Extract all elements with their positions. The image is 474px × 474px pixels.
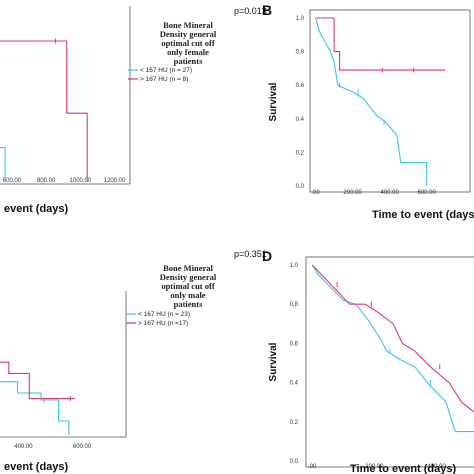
legend-entry: > 167 HU (n = 8): [140, 76, 188, 83]
x-tick-label: 200.00: [365, 464, 384, 470]
panel-a: 600.00 800.00 1000.00 1200.00 event (days) p=…: [0, 6, 267, 215]
x-tick-label: 400.00: [427, 464, 446, 470]
y-tick-label: 1.0: [296, 16, 305, 22]
x-tick-label: 600.00: [73, 444, 92, 450]
legend-title-line: Bone Mineral: [163, 20, 213, 30]
panel-d: .00 200.00 400.00 0.0 0.2 0.4 0.6 0.8 1.0 Time to…: [262, 248, 474, 474]
legend-entry: < 167 HU (n = 23): [138, 311, 190, 318]
x-tick-label: 400.00: [380, 190, 399, 196]
x-tick-label: 1200.00: [104, 178, 126, 184]
panel-b: .00 200.00 400.00 600.00 0.0 0.2 0.4 0.6 0.8 1.0 T…: [262, 2, 474, 221]
y-tick-label: 0.4: [290, 381, 299, 387]
x-tick-label: 1000.00: [70, 178, 92, 184]
x-axis-label: Time to event (days): [350, 463, 456, 474]
legend-entry: > 167 HU (n =17): [138, 320, 188, 327]
x-tick-label: 200.00: [343, 190, 362, 196]
legend-title-line: patients: [174, 56, 204, 66]
series-line-1: [315, 17, 446, 71]
panel-letter: D: [262, 248, 272, 264]
x-axis-label: Time to event (days): [372, 209, 474, 221]
legend-title-line: only female: [167, 47, 209, 57]
series-line-0: [0, 381, 70, 435]
y-tick-label: 0.8: [296, 50, 305, 56]
y-tick-label: 0.8: [290, 302, 299, 308]
x-axis-label: event (days): [4, 461, 69, 473]
legend-entry: < 167 HU (n = 27): [140, 67, 192, 74]
legend-title-line: patients: [174, 299, 204, 309]
x-tick-label: .00: [308, 464, 317, 470]
legend-title-line: Density general: [160, 272, 217, 282]
panel-letter: B: [262, 2, 272, 18]
x-axis-label: event (days): [4, 203, 69, 215]
series-line-0: [0, 147, 6, 182]
legend-title-line: optimal cut off: [161, 281, 215, 291]
y-tick-label: 0.6: [296, 83, 305, 89]
series-line-0: [315, 17, 428, 186]
y-tick-label: 0.0: [296, 184, 305, 190]
y-tick-label: 0.4: [296, 117, 305, 123]
x-tick-label: 600.00: [3, 178, 22, 184]
y-tick-label: 0.2: [290, 420, 299, 426]
x-tick-label: 400.00: [14, 444, 33, 450]
x-tick-label: .00: [311, 190, 320, 196]
p-value-label: p=0.351: [234, 249, 267, 259]
p-value-label: p=0.013: [234, 6, 267, 16]
y-tick-label: 0.2: [296, 150, 305, 156]
y-axis-label: Survival: [268, 82, 279, 121]
legend-title-line: only male: [170, 290, 205, 300]
legend-title-line: Bone Mineral: [163, 263, 213, 273]
x-tick-label: 600.00: [417, 190, 436, 196]
y-tick-label: 0.6: [290, 341, 299, 347]
series-line-1: [311, 264, 474, 413]
legend-title-line: optimal cut off: [161, 38, 215, 48]
plot-frame: [309, 9, 471, 193]
y-tick-label: 1.0: [290, 263, 299, 269]
x-tick-label: 800.00: [37, 178, 56, 184]
plot-frame: [305, 256, 474, 468]
series-line-1: [0, 40, 88, 182]
legend-title-line: Density general: [160, 29, 217, 39]
y-tick-label: 0.0: [290, 459, 299, 465]
panel-c: 400.00 600.00 event (days) p=0.351 Bone Mine…: [0, 249, 267, 473]
series-line-0: [311, 264, 474, 433]
y-axis-label: Survival: [268, 342, 279, 381]
series-line-1: [0, 361, 75, 400]
